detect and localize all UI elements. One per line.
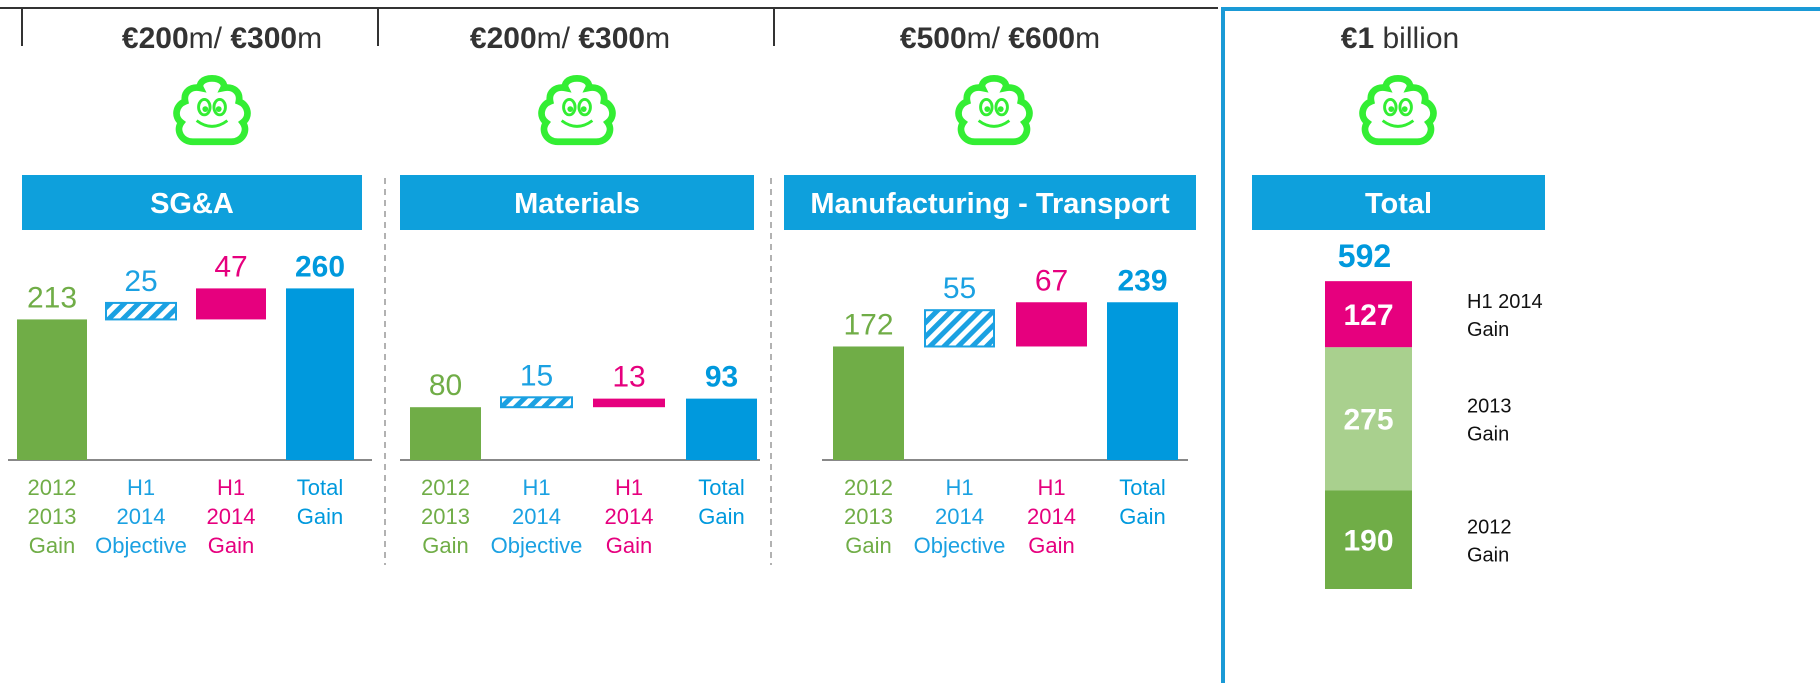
x-tick-label: Gain xyxy=(208,533,254,558)
x-tick-label: H1 xyxy=(217,475,245,500)
target-part: m/ xyxy=(967,22,1009,55)
segment-label: 190 xyxy=(1343,525,1393,558)
legend-label: Gain xyxy=(1467,319,1509,341)
value-label: 15 xyxy=(520,359,553,392)
segment-label: 275 xyxy=(1343,404,1393,437)
x-tick-label: Total xyxy=(297,475,343,500)
target-part: m xyxy=(297,22,322,55)
mascot-icon xyxy=(177,78,248,141)
x-tick-label: 2013 xyxy=(844,504,893,529)
value-label: 80 xyxy=(429,369,462,402)
bar xyxy=(686,399,757,460)
bar xyxy=(925,310,994,346)
target-text: €200m/ €300m xyxy=(470,22,670,55)
x-tick-label: 2012 xyxy=(421,475,470,500)
x-tick-label: Gain xyxy=(845,533,891,558)
bar xyxy=(196,288,266,319)
bar xyxy=(17,319,87,460)
x-tick-label: Objective xyxy=(491,533,583,558)
mascot-icon xyxy=(1363,78,1434,141)
x-tick-label: H1 xyxy=(1037,475,1065,500)
total-frame xyxy=(1223,9,1820,683)
x-tick-label: H1 xyxy=(615,475,643,500)
target-part: €600 xyxy=(1008,22,1075,55)
x-tick-label: H1 xyxy=(127,475,155,500)
x-tick-label: 2014 xyxy=(935,504,984,529)
value-label: 25 xyxy=(124,265,157,298)
panel-title: Total xyxy=(1365,188,1432,220)
bar xyxy=(593,399,665,408)
legend-label: 2013 xyxy=(1467,396,1512,418)
value-label: 47 xyxy=(214,250,247,283)
value-label: 172 xyxy=(843,308,893,341)
target-part: €500 xyxy=(900,22,967,55)
x-tick-label: Gain xyxy=(1028,533,1074,558)
legend-label: Gain xyxy=(1467,424,1509,446)
x-tick-label: Gain xyxy=(422,533,468,558)
x-tick-label: 2012 xyxy=(844,475,893,500)
value-label: 13 xyxy=(612,361,645,394)
x-tick-label: 2014 xyxy=(117,504,166,529)
x-tick-label: Objective xyxy=(95,533,187,558)
target-part: billion xyxy=(1374,22,1459,55)
target-text: €500m/ €600m xyxy=(900,22,1100,55)
mascot-icon xyxy=(959,78,1030,141)
x-tick-label: Total xyxy=(698,475,744,500)
x-tick-label: Gain xyxy=(1119,504,1165,529)
target-text: €1 billion xyxy=(1341,22,1459,55)
x-tick-label: Objective xyxy=(914,533,1006,558)
segment-label: 127 xyxy=(1343,299,1393,332)
bar xyxy=(286,288,354,460)
target-part: €300 xyxy=(230,22,297,55)
bar xyxy=(1016,302,1087,346)
x-tick-label: 2014 xyxy=(605,504,654,529)
value-label: 55 xyxy=(943,272,976,305)
target-text: €200m/ €300m xyxy=(122,22,322,55)
x-tick-label: 2014 xyxy=(207,504,256,529)
x-tick-label: 2013 xyxy=(421,504,470,529)
x-tick-label: Total xyxy=(1119,475,1165,500)
value-label: 260 xyxy=(295,250,345,283)
target-part: €200 xyxy=(470,22,537,55)
x-tick-label: Gain xyxy=(297,504,343,529)
target-part: €300 xyxy=(578,22,645,55)
target-part: m/ xyxy=(189,22,231,55)
x-tick-label: 2014 xyxy=(1027,504,1076,529)
legend-label: Gain xyxy=(1467,545,1509,567)
value-label: 213 xyxy=(27,281,77,314)
target-part: m/ xyxy=(537,22,579,55)
total-label: 592 xyxy=(1338,238,1391,274)
target-part: m xyxy=(645,22,670,55)
target-part: €1 xyxy=(1341,22,1374,55)
panel-title: SG&A xyxy=(150,188,234,220)
legend-label: H1 2014 xyxy=(1467,291,1543,313)
x-tick-label: 2013 xyxy=(28,504,77,529)
slide: €200m/ €300mSG&A21320122013Gain25H12014O… xyxy=(0,0,1820,683)
x-tick-label: Gain xyxy=(606,533,652,558)
bar xyxy=(410,407,481,460)
x-tick-label: H1 xyxy=(522,475,550,500)
panel-title: Materials xyxy=(514,188,640,220)
target-part: m xyxy=(1075,22,1100,55)
x-tick-label: 2014 xyxy=(512,504,561,529)
mascot-icon xyxy=(542,78,613,141)
bar xyxy=(833,346,904,460)
legend-label: 2012 xyxy=(1467,517,1512,539)
x-tick-label: Gain xyxy=(29,533,75,558)
x-tick-label: H1 xyxy=(945,475,973,500)
value-label: 239 xyxy=(1117,264,1167,297)
target-part: €200 xyxy=(122,22,189,55)
bar xyxy=(106,303,176,320)
bar xyxy=(1107,302,1178,460)
panel-title: Manufacturing - Transport xyxy=(810,188,1170,220)
x-tick-label: Gain xyxy=(698,504,744,529)
value-label: 93 xyxy=(705,361,738,394)
bar xyxy=(501,397,572,407)
x-tick-label: 2012 xyxy=(28,475,77,500)
value-label: 67 xyxy=(1035,264,1068,297)
